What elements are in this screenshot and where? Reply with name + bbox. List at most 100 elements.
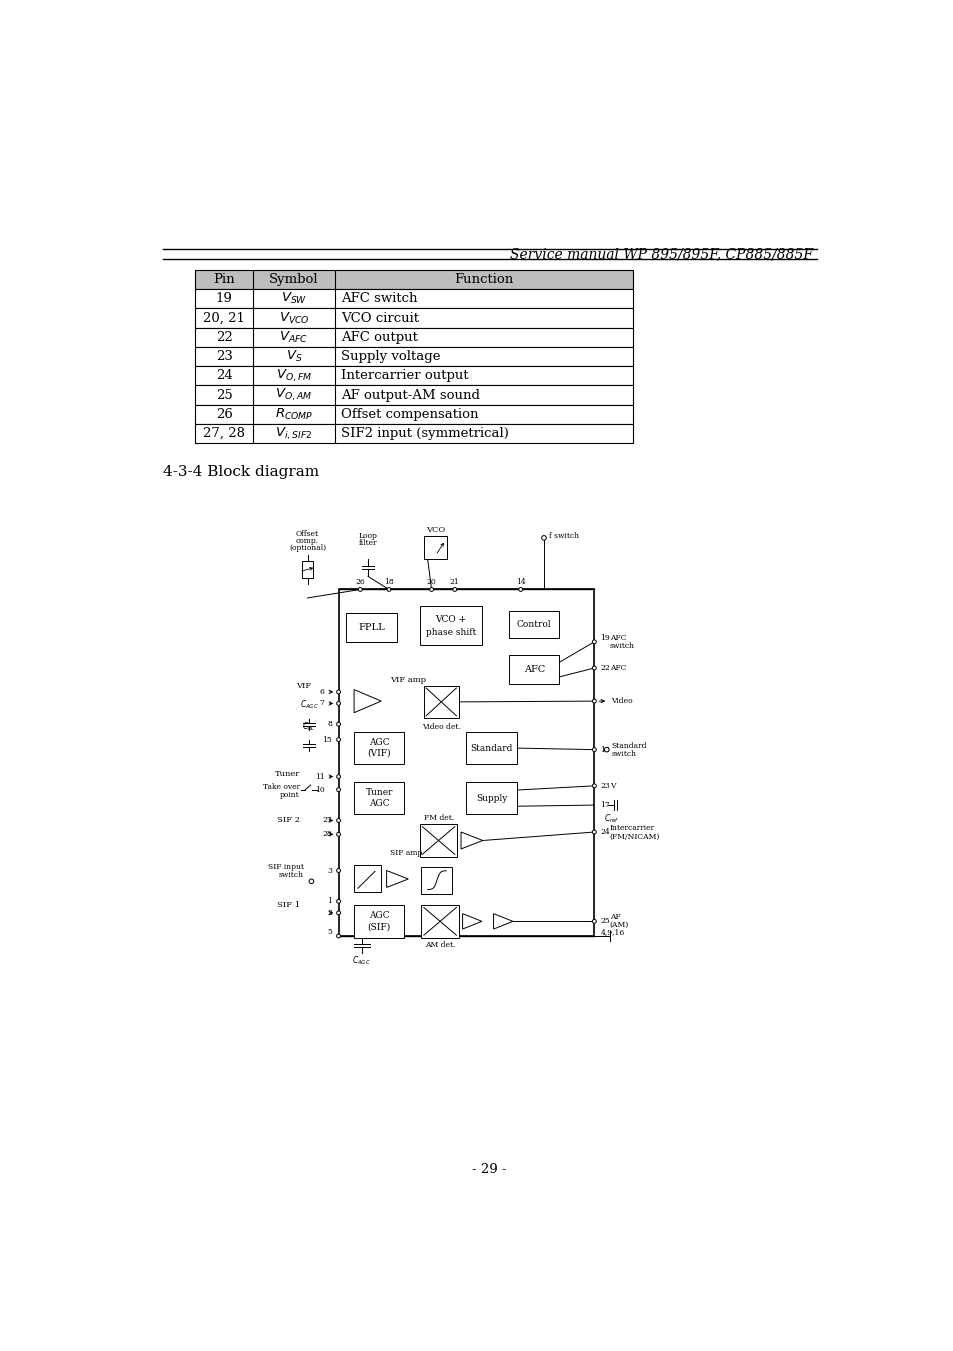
Text: phase shift: phase shift — [425, 628, 476, 636]
Bar — [354, 865, 381, 892]
Text: $V_{SW}$: $V_{SW}$ — [280, 292, 307, 307]
Text: SIF 2: SIF 2 — [276, 816, 299, 824]
Text: 19: 19 — [599, 634, 610, 642]
Text: 23: 23 — [215, 350, 233, 363]
Text: 2: 2 — [327, 909, 332, 917]
Text: Supply voltage: Supply voltage — [340, 350, 440, 363]
Bar — [419, 824, 456, 857]
Text: (SIF): (SIF) — [367, 923, 391, 931]
Text: $V_{i,SIF2}$: $V_{i,SIF2}$ — [275, 426, 313, 442]
Bar — [195, 424, 633, 443]
Text: 27, 28: 27, 28 — [203, 427, 245, 440]
Text: SIF 1: SIF 1 — [276, 901, 299, 909]
Text: AF output-AM sound: AF output-AM sound — [340, 389, 479, 401]
Circle shape — [336, 701, 340, 705]
Circle shape — [336, 911, 340, 915]
Text: Standard: Standard — [611, 742, 646, 750]
Circle shape — [518, 588, 522, 592]
Text: AFC: AFC — [609, 634, 626, 642]
Circle shape — [309, 880, 314, 884]
Text: VCO circuit: VCO circuit — [340, 312, 418, 324]
Text: 22: 22 — [599, 663, 610, 671]
Circle shape — [336, 738, 340, 742]
Text: VCO +: VCO + — [435, 615, 466, 624]
Circle shape — [387, 588, 391, 592]
Circle shape — [592, 920, 596, 923]
Text: (optional): (optional) — [289, 544, 326, 553]
Text: Tuner: Tuner — [365, 788, 393, 797]
Bar — [302, 561, 313, 578]
Text: $V_{S}$: $V_{S}$ — [285, 349, 302, 365]
Text: 22: 22 — [215, 331, 233, 343]
Text: switch: switch — [278, 871, 303, 880]
Circle shape — [336, 934, 340, 938]
Text: 20, 21: 20, 21 — [203, 312, 245, 324]
Text: 11: 11 — [314, 773, 324, 781]
Text: $V_{VCO}$: $V_{VCO}$ — [278, 311, 309, 326]
Bar — [421, 867, 452, 893]
Circle shape — [604, 747, 608, 753]
Text: V: V — [609, 782, 615, 790]
Bar — [423, 686, 458, 719]
Text: Intercarrier: Intercarrier — [609, 824, 655, 832]
Text: AGC: AGC — [369, 912, 389, 920]
Text: 4,9,16: 4,9,16 — [599, 928, 624, 936]
Text: 17: 17 — [599, 801, 610, 809]
Text: - 29 -: - 29 - — [471, 1163, 506, 1175]
Text: 19: 19 — [215, 292, 233, 305]
Circle shape — [429, 588, 433, 592]
Circle shape — [592, 747, 596, 751]
Bar — [195, 347, 633, 366]
Bar — [195, 328, 633, 347]
Text: Take over: Take over — [262, 784, 299, 792]
Text: Tuner: Tuner — [274, 770, 299, 778]
Text: 8: 8 — [327, 720, 332, 728]
Text: 26: 26 — [355, 578, 365, 585]
Text: Control: Control — [517, 620, 551, 630]
Text: 24: 24 — [599, 828, 610, 836]
Text: 3: 3 — [327, 866, 332, 874]
Bar — [195, 289, 633, 308]
Text: $C_{AGC}$: $C_{AGC}$ — [352, 954, 371, 967]
Text: (VIF): (VIF) — [367, 748, 391, 758]
Circle shape — [336, 869, 340, 873]
Text: 14: 14 — [516, 578, 525, 585]
Circle shape — [592, 700, 596, 703]
Text: AFC: AFC — [609, 663, 626, 671]
Bar — [466, 782, 517, 815]
Text: Intercarrier output: Intercarrier output — [340, 369, 468, 382]
Text: 18: 18 — [384, 578, 394, 585]
Bar — [195, 270, 633, 289]
Text: switch: switch — [611, 750, 636, 758]
Text: (FM/NICAM): (FM/NICAM) — [609, 832, 659, 840]
Text: Offset compensation: Offset compensation — [340, 408, 477, 420]
Circle shape — [592, 784, 596, 788]
Text: Offset: Offset — [295, 530, 319, 538]
Text: $R_{COMP}$: $R_{COMP}$ — [274, 407, 313, 422]
Text: AGC: AGC — [369, 798, 389, 808]
Text: Supply: Supply — [476, 793, 507, 802]
Text: 13: 13 — [599, 746, 610, 754]
Text: comp.: comp. — [295, 538, 319, 544]
Text: SIF2 input (symmetrical): SIF2 input (symmetrical) — [340, 427, 508, 440]
Bar — [354, 732, 404, 765]
Bar — [354, 905, 404, 938]
Circle shape — [336, 832, 340, 836]
Text: 23: 23 — [599, 782, 610, 790]
Circle shape — [592, 666, 596, 670]
Bar — [195, 308, 633, 328]
Text: f switch: f switch — [548, 532, 578, 540]
Text: VCO: VCO — [425, 526, 445, 534]
Circle shape — [336, 900, 340, 904]
Text: $V_{O,AM}$: $V_{O,AM}$ — [275, 386, 313, 403]
Circle shape — [592, 640, 596, 644]
Text: VIF: VIF — [295, 682, 311, 690]
Text: SIF amp: SIF amp — [390, 850, 422, 858]
Text: 26: 26 — [215, 408, 233, 420]
Text: switch: switch — [609, 642, 634, 650]
Text: AFC: AFC — [523, 665, 544, 674]
Text: 21: 21 — [450, 578, 459, 585]
Circle shape — [336, 690, 340, 694]
Text: 15: 15 — [322, 736, 332, 743]
Text: AFC output: AFC output — [340, 331, 417, 343]
